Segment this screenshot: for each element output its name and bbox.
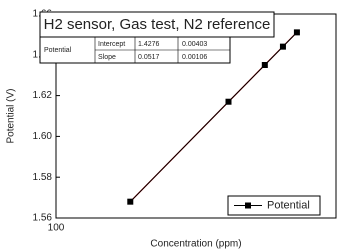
table-value: 0.0517 bbox=[138, 54, 160, 61]
point bbox=[127, 198, 134, 205]
y-tick-label: 1.60 bbox=[33, 131, 53, 142]
table-label: Intercept bbox=[98, 41, 125, 48]
chart-title: H2 sensor, Gas test, N2 reference bbox=[44, 16, 271, 33]
table-error: 0.00106 bbox=[182, 54, 207, 61]
legend-marker bbox=[245, 202, 251, 209]
legend-box bbox=[227, 195, 321, 216]
point bbox=[261, 62, 268, 68]
point bbox=[279, 43, 286, 50]
y-tick-label: 1.62 bbox=[33, 90, 53, 101]
point bbox=[225, 98, 232, 105]
point bbox=[293, 29, 300, 36]
y-tick-label: 1.56 bbox=[33, 213, 53, 224]
x-tick-label: 100 bbox=[48, 223, 65, 234]
table-value: 1.4276 bbox=[138, 41, 160, 48]
y-tick-label: 1.58 bbox=[33, 172, 53, 183]
table-label: Slope bbox=[98, 54, 116, 61]
legend-label: Potential bbox=[267, 199, 310, 211]
x-axis-label: Concentration (ppm) bbox=[150, 239, 241, 250]
table-series-name: Potential bbox=[44, 47, 72, 54]
y-axis-label: Potential (V) bbox=[6, 88, 17, 143]
title-box bbox=[39, 11, 275, 38]
table-error: 0.00403 bbox=[182, 41, 207, 48]
